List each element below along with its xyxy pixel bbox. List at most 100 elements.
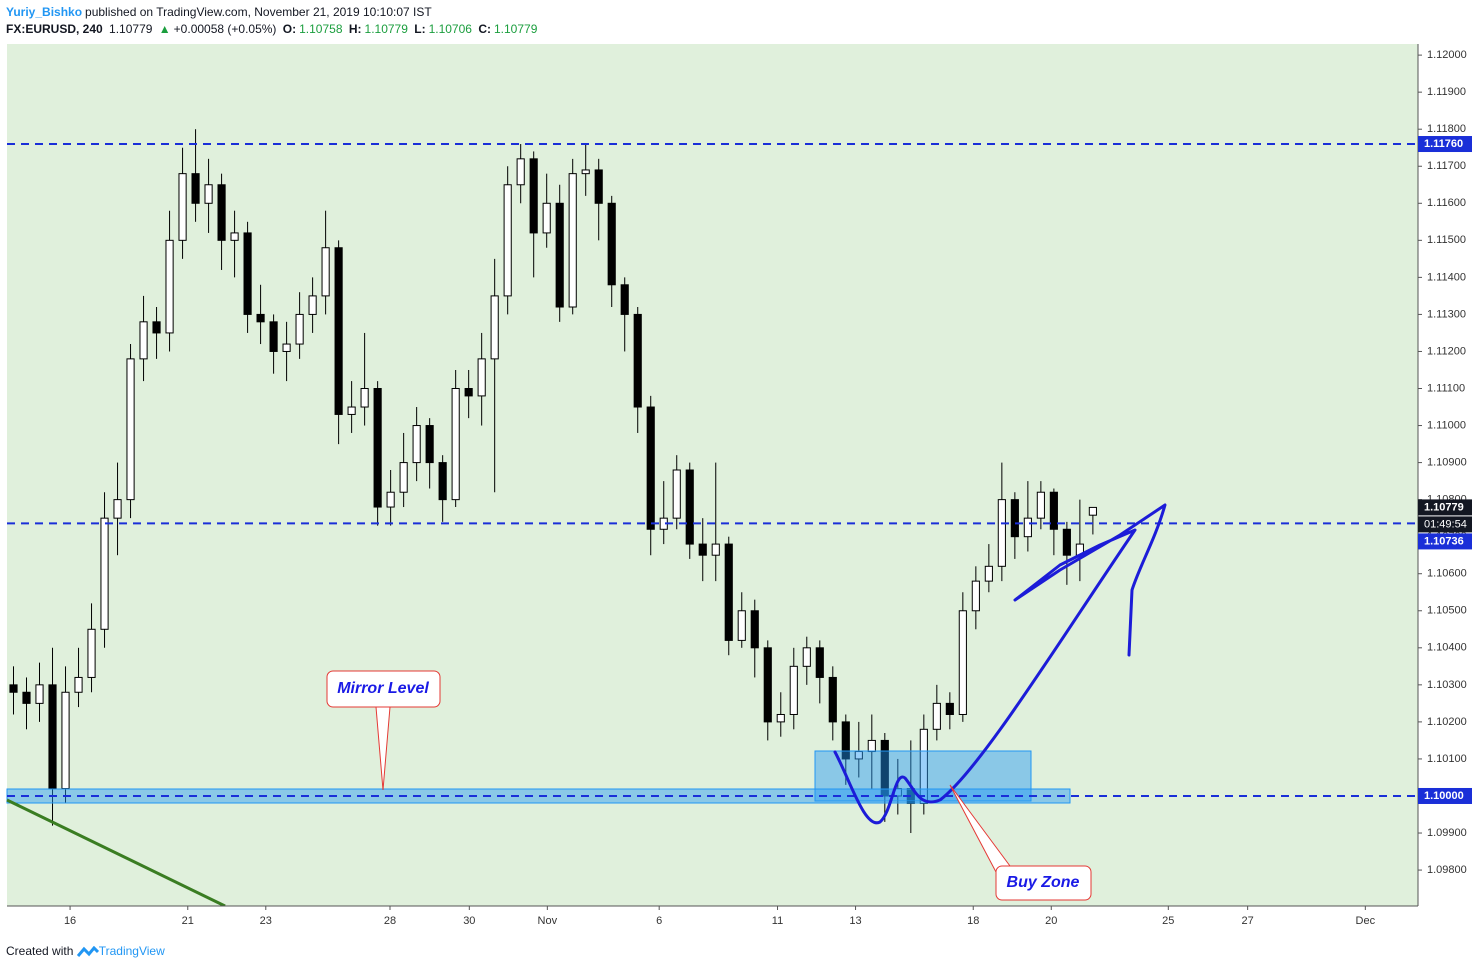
arrow: ▲ <box>158 22 171 36</box>
candle-body <box>204 184 213 204</box>
candle-body <box>711 543 720 556</box>
candle-body <box>516 158 525 186</box>
candle-body <box>854 751 863 760</box>
candle-body <box>1036 491 1045 519</box>
candle-body <box>61 691 70 790</box>
candle-body <box>867 739 876 753</box>
candle-body <box>581 169 590 175</box>
x-tick-label: 6 <box>656 915 662 927</box>
candle-body <box>74 676 83 693</box>
candle-body <box>347 406 356 415</box>
candle-body <box>789 665 798 715</box>
y-tick-label: 1.11300 <box>1427 308 1466 320</box>
y-tick-label: 1.11600 <box>1427 197 1466 209</box>
y-tick-label: 1.11000 <box>1427 419 1466 431</box>
x-tick-label: Dec <box>1356 915 1376 927</box>
candle-body <box>464 388 473 397</box>
candle-body <box>321 247 330 297</box>
y-tick-label: 1.11500 <box>1427 234 1466 246</box>
candle-body <box>607 202 616 286</box>
candle-body <box>399 462 408 493</box>
candle-body <box>412 425 421 464</box>
price-line-label: 1.10000 <box>1424 790 1464 802</box>
symbol: FX:EURUSD, 240 <box>6 22 103 36</box>
horizontal-lines <box>7 143 1418 797</box>
last-price-box <box>1418 499 1472 516</box>
brand[interactable]: TradingView <box>98 944 165 958</box>
price-line-box <box>1418 136 1472 153</box>
x-tick-label: 20 <box>1045 915 1057 927</box>
chart: Mirror Level Buy Zone 1.12000 1.11900 1.11… <box>6 44 1472 927</box>
candle-body <box>295 313 304 345</box>
y-tick-label: 1.11200 <box>1427 345 1466 357</box>
candle-body <box>1010 499 1019 538</box>
candle-body <box>971 580 980 612</box>
candle-body <box>503 184 512 297</box>
candle-body <box>438 462 447 501</box>
candle-body <box>750 610 759 649</box>
candle-body <box>880 739 889 797</box>
candle-body <box>490 295 499 360</box>
candle-body <box>698 543 707 556</box>
candle-body <box>568 173 577 308</box>
candle-body <box>308 295 317 315</box>
ohlc-line: FX:EURUSD, 240 1.10779 ▲ +0.00058 (+0.05%… <box>6 22 540 36</box>
axes: 1.12000 1.11900 1.11800 1.11700 1.11600 1.115… <box>64 49 1472 927</box>
candle-body <box>685 469 694 545</box>
l-label: L: <box>414 22 426 36</box>
candle-body <box>776 713 785 723</box>
candle-body <box>113 499 122 519</box>
logo <box>76 945 99 957</box>
candle-body <box>165 239 174 334</box>
candle-body <box>360 388 369 408</box>
callout-text: Mirror Level <box>337 680 429 697</box>
author[interactable]: Yuriy_Bishko <box>6 5 83 19</box>
candle-body <box>763 647 772 723</box>
candle-body <box>178 173 187 241</box>
candle-body <box>191 173 200 204</box>
candle-body <box>373 388 382 508</box>
y-tick-label: 1.11900 <box>1427 86 1466 98</box>
countdown: 01:49:54 <box>1424 518 1467 530</box>
price-line-label: 1.11760 <box>1424 138 1463 150</box>
candle-body <box>984 565 993 582</box>
candle-body <box>1088 506 1097 516</box>
candle-body <box>737 610 746 641</box>
candle-body <box>997 499 1006 567</box>
candle-body <box>243 232 252 315</box>
candle-body <box>139 321 148 360</box>
y-tick-label: 1.10900 <box>1427 456 1467 468</box>
candle-body <box>100 517 109 630</box>
candle-body <box>1062 528 1071 556</box>
x-tick-label: 18 <box>967 915 979 927</box>
o-label: O: <box>282 22 297 36</box>
y-tick-label: 1.11100 <box>1427 382 1465 394</box>
candle-body <box>594 169 603 204</box>
candle-body <box>1023 517 1032 538</box>
x-tick-label: 23 <box>260 915 272 927</box>
candle-body <box>945 702 954 715</box>
candle-body <box>815 647 824 678</box>
candle-body <box>620 284 629 315</box>
candle-body <box>230 232 239 241</box>
y-tick-label: 1.10300 <box>1427 679 1467 691</box>
candle-body <box>386 491 395 508</box>
h: 1.10779 <box>364 22 408 36</box>
published: published on TradingView.com, November 2… <box>85 5 432 19</box>
candle-body <box>958 610 967 715</box>
candle-body <box>217 184 226 241</box>
candle-body <box>555 202 564 308</box>
candles <box>9 129 1097 834</box>
trend-line <box>6 798 226 908</box>
c-label: C: <box>478 22 491 36</box>
x-tick-label: 11 <box>772 915 783 927</box>
callout-pointer <box>949 784 1011 873</box>
callout-box <box>326 670 441 708</box>
y-tick-label: 1.10600 <box>1427 568 1467 580</box>
y-tick-label: 1.12000 <box>1427 49 1467 61</box>
candle-body <box>425 425 434 464</box>
freehand-drawing <box>833 503 1167 825</box>
publish-line: Yuriy_Bishko published on TradingView.com… <box>6 5 435 19</box>
buy-zone <box>814 750 1032 802</box>
